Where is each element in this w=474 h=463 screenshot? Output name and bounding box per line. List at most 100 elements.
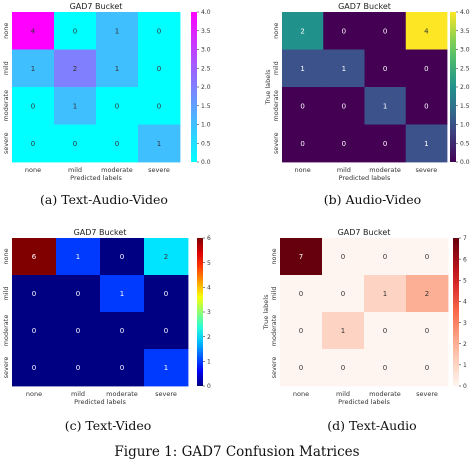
y-tick-label: moderate	[2, 315, 10, 347]
heatmap-cell	[406, 238, 449, 276]
colorbar	[450, 12, 456, 162]
colorbar-tick-label: 1.5	[201, 103, 211, 110]
y-axis-label: True labels	[262, 294, 270, 331]
x-tick-label: mild	[336, 390, 350, 398]
heatmap-cell	[364, 12, 407, 50]
heatmap-title: GAD7 Bucket	[338, 228, 391, 237]
x-tick-label: none	[295, 166, 311, 174]
heatmap-panel-3: GAD7 Bucket 6 1 0 2 0 0 1 0 0 0 0 0 0 0 0 1 none mild moder…	[0, 228, 211, 433]
heatmap-cell	[280, 238, 323, 276]
y-tick-label: mild	[2, 286, 10, 300]
cell-value-label: 0	[342, 102, 346, 110]
cell-value-label: 0	[120, 364, 124, 372]
heatmap-cell	[282, 87, 324, 125]
cell-value-label: 0	[342, 27, 346, 35]
y-tick-label: none	[270, 248, 278, 264]
x-tick-label: severe	[155, 390, 177, 398]
cell-value-label: 0	[300, 102, 304, 110]
colorbar-tick-label: 4.0	[201, 9, 211, 16]
cell-value-label: 0	[424, 102, 428, 110]
colorbar-tick-label: 3	[207, 309, 211, 316]
colorbar-tick-label: 6	[463, 256, 467, 263]
colorbar-tick-label: 1	[207, 359, 211, 366]
heatmap-cell	[406, 349, 449, 387]
heatmap-cell	[56, 349, 101, 387]
heatmap-cell	[406, 312, 449, 350]
heatmap-cell	[54, 124, 97, 163]
heatmap-cell	[322, 312, 365, 350]
heatmap-cell	[405, 124, 448, 163]
heatmap-cell	[364, 275, 407, 313]
colorbar-tick-label: 4	[463, 299, 467, 306]
subfigure-caption: (d) Text-Audio	[327, 418, 416, 433]
y-tick-label: mild	[270, 286, 278, 300]
colorbar-tick-label: 6	[207, 235, 211, 242]
colorbar-tick-label: 0	[207, 383, 211, 390]
colorbar-tick-label: 3.5	[460, 28, 470, 35]
colorbar-tick-label: 3.5	[201, 28, 211, 35]
heatmap-cell	[56, 238, 101, 276]
cell-value-label: 0	[164, 290, 168, 298]
cell-value-label: 0	[300, 140, 304, 148]
cell-value-label: 0	[424, 65, 428, 73]
colorbar	[191, 12, 197, 162]
colorbar-tick-label: 1.0	[201, 122, 211, 129]
cell-value-label: 0	[341, 253, 345, 261]
colorbar-tick-label: 5	[463, 277, 467, 284]
colorbar-tick-label: 2	[463, 341, 467, 348]
x-axis-label: Predicted labels	[338, 398, 390, 406]
y-tick-label: none	[2, 23, 10, 39]
y-tick-label: severe	[270, 357, 278, 379]
heatmap-cell	[12, 238, 57, 276]
heatmap-cell	[405, 49, 448, 88]
heatmap-cell	[323, 49, 365, 88]
cell-value-label: 1	[300, 65, 304, 73]
subfigure-caption: (c) Text-Video	[65, 418, 152, 433]
heatmap-cell	[96, 12, 139, 50]
heatmap-cell	[100, 349, 145, 387]
heatmap-cell	[100, 238, 145, 276]
colorbar-tick-label: 0.0	[460, 159, 470, 166]
cell-value-label: 7	[299, 253, 303, 261]
colorbar-tick-label: 2.0	[460, 84, 470, 91]
x-tick-label: severe	[148, 166, 170, 174]
cell-value-label: 1	[383, 102, 387, 110]
cell-value-label: 0	[120, 327, 124, 335]
cell-value-label: 0	[157, 65, 161, 73]
heatmap-cell	[96, 124, 139, 163]
cell-value-label: 0	[299, 364, 303, 372]
heatmap-cell	[282, 12, 324, 50]
y-tick-label: moderate	[270, 315, 278, 347]
heatmap-cell	[12, 49, 55, 88]
cell-value-label: 6	[32, 253, 37, 261]
cell-value-label: 1	[424, 140, 428, 148]
heatmap-cell	[144, 238, 189, 276]
heatmap-cell	[364, 238, 407, 276]
heatmap-cell	[322, 238, 365, 276]
heatmap-cell	[54, 87, 97, 125]
cell-value-label: 0	[115, 140, 119, 148]
heatmap-cell	[12, 312, 57, 350]
cell-value-label: 2	[300, 27, 304, 35]
heatmap-cell	[364, 349, 407, 387]
colorbar-tick-label: 2.5	[460, 65, 470, 72]
cell-value-label: 1	[120, 290, 124, 298]
cell-value-label: 1	[341, 327, 345, 335]
cell-value-label: 1	[342, 65, 346, 73]
cell-value-label: 0	[73, 140, 77, 148]
subfigure-caption: (a) Text-Audio-Video	[40, 192, 168, 207]
cell-value-label: 0	[157, 27, 161, 35]
cell-value-label: 0	[383, 327, 387, 335]
y-axis-label: True labels	[0, 69, 2, 106]
x-tick-label: mild	[337, 166, 351, 174]
heatmap-cell	[100, 275, 145, 313]
colorbar	[197, 238, 203, 386]
heatmap-cell	[96, 87, 139, 125]
heatmap-cell	[405, 12, 448, 50]
heatmap-title: GAD7 Bucket	[74, 228, 127, 237]
cell-value-label: 0	[383, 140, 387, 148]
y-tick-label: moderate	[2, 90, 10, 122]
heatmap-cell	[144, 312, 189, 350]
cell-value-label: 0	[425, 327, 429, 335]
